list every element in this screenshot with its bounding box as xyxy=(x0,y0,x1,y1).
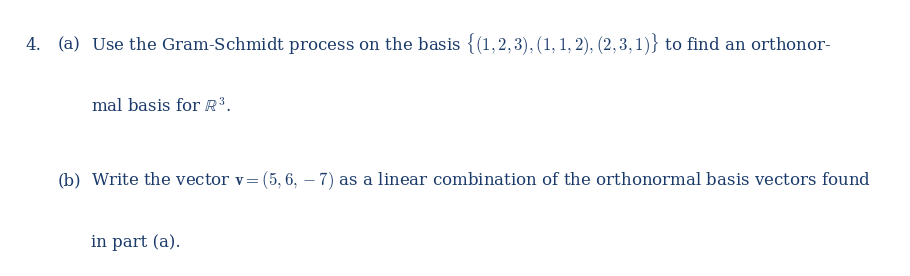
Text: Write the vector $\mathbf{v} = (5,6,-7)$ as a linear combination of the orthonor: Write the vector $\mathbf{v} = (5,6,-7)$… xyxy=(91,169,871,192)
Text: 4.: 4. xyxy=(25,37,41,54)
Text: mal basis for $\mathbb{R}^3$.: mal basis for $\mathbb{R}^3$. xyxy=(91,97,231,116)
Text: (b): (b) xyxy=(57,172,81,189)
Text: Use the Gram-Schmidt process on the basis $\{(1,2,3),(1,1,2),(2,3,1)\}$ to find : Use the Gram-Schmidt process on the basi… xyxy=(91,31,832,57)
Text: (a): (a) xyxy=(57,37,80,54)
Text: in part (a).: in part (a). xyxy=(91,234,180,251)
